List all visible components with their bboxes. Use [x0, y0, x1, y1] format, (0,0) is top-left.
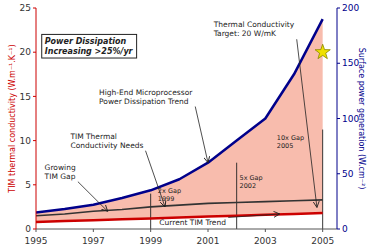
- gap-label: 5x Gap2002: [240, 174, 263, 190]
- y-tick: [33, 52, 36, 53]
- x-tick: [208, 229, 209, 232]
- text-line: 15: [20, 92, 31, 102]
- y-tick-label: 0: [25, 224, 31, 234]
- y2-tick: [337, 63, 340, 64]
- text-line: 10: [20, 136, 32, 146]
- y-tick-label: 5: [25, 180, 31, 190]
- text-line: Surface power generation (W.cm⁻²): [357, 48, 366, 190]
- x-tick-label: 2001: [197, 236, 220, 246]
- annotations: Power DissipationIncreasing >25%/yr Therm…: [42, 20, 317, 227]
- y2-tick-label: 200: [342, 3, 359, 13]
- x-tick-label: 1995: [25, 236, 48, 246]
- text-line: Growing: [45, 163, 76, 172]
- text-line: Target: 20 W/mK: [213, 29, 277, 38]
- annotation-box: Power DissipationIncreasing >25%/yr: [42, 34, 137, 58]
- x-tick-label: 2005: [311, 236, 334, 246]
- annotation-arrow: [195, 107, 208, 163]
- x-tick: [322, 229, 323, 232]
- x-axis-line: [36, 229, 337, 230]
- annotation-box-frame: [42, 34, 137, 58]
- y-axis-label: TIM thermal conductivity (W.m⁻¹.K⁻¹): [8, 44, 17, 193]
- text-line: 1995: [25, 236, 48, 246]
- gap-label: 2x Gap1999: [158, 187, 181, 203]
- text-line: Power Dissipation Trend: [99, 97, 189, 106]
- text-line: 0: [25, 224, 31, 234]
- annotation-text: Current TIM Trend: [159, 218, 226, 227]
- x-tick-label: 1997: [82, 236, 105, 246]
- text-line: 150: [342, 58, 359, 68]
- annotation-text: TIM ThermalConductivity Needs: [69, 132, 143, 150]
- text-line: Increasing >25%/yr: [45, 47, 134, 56]
- text-line: 1999: [158, 195, 175, 203]
- y2-tick-label: 100: [342, 114, 359, 124]
- x-tick-label: 1999: [139, 236, 162, 246]
- annotation-arrow: [297, 39, 317, 207]
- gap-label: 10x Gap2005: [277, 134, 304, 150]
- gap-marker: [236, 163, 237, 229]
- text-line: Power Dissipation: [45, 37, 127, 46]
- y-axis-line: [36, 8, 37, 229]
- y-tick-label: 15: [20, 92, 31, 102]
- text-line: 2x Gap: [158, 187, 181, 195]
- annotation-text: GrowingTIM Gap: [44, 163, 76, 181]
- y2-tick-label: 50: [342, 169, 354, 179]
- x-tick-label: 2003: [254, 236, 277, 246]
- text-line: High-End Microprocessor: [99, 88, 193, 97]
- text-line: TIM Gap: [44, 172, 76, 181]
- annotation-box-text: Power DissipationIncreasing >25%/yr: [45, 37, 134, 56]
- y-tick: [33, 96, 36, 97]
- annotation-arrow: [78, 182, 108, 212]
- text-line: Current TIM Trend: [159, 218, 226, 227]
- y-tick-label: 25: [20, 3, 31, 13]
- chart: 1995 1997 1999 2001 2003 2005 0 5 10 15 20 25 0 50 100…: [0, 0, 373, 250]
- text-line: 2002: [240, 182, 257, 190]
- text-line: Thermal Conductivity: [213, 20, 295, 29]
- y-tick: [33, 8, 36, 9]
- text-line: 100: [342, 114, 359, 124]
- text-line: 50: [342, 169, 354, 179]
- annotation-text: Thermal ConductivityTarget: 20 W/mK: [213, 20, 295, 38]
- text-line: TIM Thermal: [69, 132, 117, 141]
- y2-tick-label: 0: [342, 224, 348, 234]
- y2-tick: [337, 229, 340, 230]
- text-line: 5x Gap: [240, 174, 263, 182]
- text-line: 1999: [139, 236, 162, 246]
- plot-area: [36, 19, 330, 229]
- gap-area: [36, 19, 323, 222]
- x-tick: [265, 229, 266, 232]
- text-line: TIM thermal conductivity (W.m⁻¹.K⁻¹): [8, 44, 17, 193]
- series-line: [36, 19, 323, 212]
- y2-tick: [337, 173, 340, 174]
- y-tick-label: 10: [20, 136, 32, 146]
- x-tick: [150, 229, 151, 232]
- annotation-arrow: [228, 214, 279, 217]
- text-line: 2001: [197, 236, 220, 246]
- y-tick: [33, 140, 36, 141]
- text-line: 5: [25, 180, 31, 190]
- text-line: 20: [20, 47, 32, 57]
- annotation-text: High-End MicroprocessorPower Dissipation…: [99, 88, 193, 106]
- x-tick: [93, 229, 94, 232]
- y2-tick: [337, 8, 340, 9]
- y2-tick-label: 150: [342, 58, 359, 68]
- y2-axis-label: Surface power generation (W.cm⁻²): [357, 48, 366, 190]
- text-line: 10x Gap: [277, 134, 304, 142]
- text-line: 1997: [82, 236, 105, 246]
- text-line: Conductivity Needs: [70, 141, 143, 150]
- series-point: [315, 44, 330, 58]
- y2-tick: [337, 118, 340, 119]
- gap-marker: [150, 194, 151, 229]
- y-tick: [33, 184, 36, 185]
- y-tick: [33, 229, 36, 230]
- text-line: 2005: [277, 142, 294, 150]
- text-line: 2005: [311, 236, 334, 246]
- text-line: 0: [342, 224, 348, 234]
- text-line: 25: [20, 3, 31, 13]
- y-tick-label: 20: [20, 47, 32, 57]
- text-line: 2003: [254, 236, 277, 246]
- text-line: 200: [342, 3, 359, 13]
